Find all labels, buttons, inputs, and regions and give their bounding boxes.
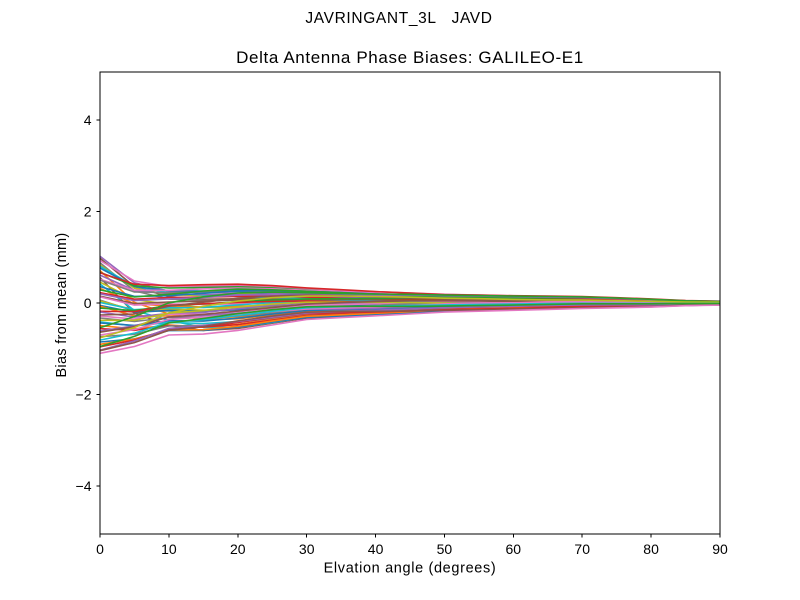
svg-text:0: 0	[96, 541, 104, 557]
svg-text:Bias from mean (mm): Bias from mean (mm)	[54, 232, 70, 377]
svg-text:JAVRINGANT_3L JAVD: JAVRINGANT_3L JAVD	[305, 10, 492, 27]
svg-text:40: 40	[368, 541, 384, 557]
svg-text:Elvation angle (degrees): Elvation angle (degrees)	[324, 561, 497, 577]
svg-text:0: 0	[84, 295, 92, 311]
svg-text:70: 70	[574, 541, 590, 557]
svg-text:30: 30	[299, 541, 315, 557]
svg-text:50: 50	[437, 541, 453, 557]
svg-text:−2: −2	[76, 387, 92, 403]
svg-text:10: 10	[161, 541, 177, 557]
svg-text:−4: −4	[76, 478, 92, 494]
svg-text:Delta Antenna Phase Biases: GA: Delta Antenna Phase Biases: GALILEO-E1	[236, 48, 584, 67]
svg-text:80: 80	[643, 541, 659, 557]
svg-text:60: 60	[506, 541, 522, 557]
svg-text:90: 90	[712, 541, 728, 557]
svg-text:20: 20	[230, 541, 246, 557]
svg-text:2: 2	[84, 204, 92, 220]
svg-text:4: 4	[84, 112, 92, 128]
